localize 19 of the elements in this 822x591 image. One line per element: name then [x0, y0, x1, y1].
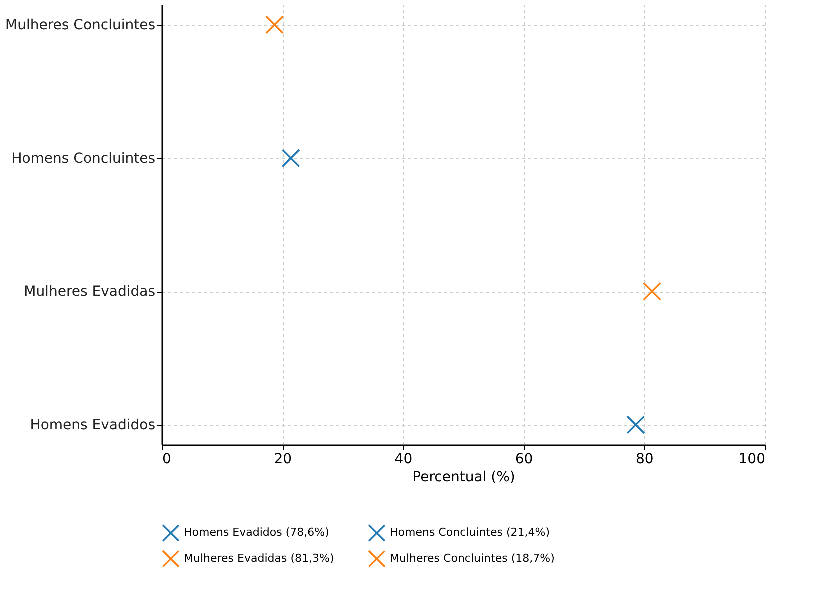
x-tick-label: 80: [636, 452, 654, 468]
legend-label: Mulheres Concluintes (18,7%): [390, 552, 555, 565]
legend-label: Mulheres Evadidas (81,3%): [184, 552, 334, 565]
point: [265, 16, 284, 34]
x-tick-label: 100: [738, 452, 766, 468]
x-tick-label: 40: [394, 452, 413, 468]
point: [282, 149, 300, 168]
point: [642, 282, 662, 301]
legend-label: Homens Concluintes (21,4%): [390, 526, 550, 540]
x-tick-label: 60: [515, 452, 534, 468]
y-tick-label: Homens Evadidos: [30, 418, 156, 434]
point: [626, 416, 646, 434]
y-tick-label: Mulheres Concluintes: [6, 18, 156, 34]
x-tick-label: 20: [274, 452, 292, 468]
legend-label: Homens Evadidos (78,6%): [184, 526, 330, 540]
x-axis-title: Percentual (%): [412, 470, 516, 486]
y-tick-label: Mulheres Evadidas: [24, 284, 156, 300]
y-tick-label: Homens Concluintes: [12, 150, 156, 167]
x-tick-label: 0: [162, 452, 172, 468]
